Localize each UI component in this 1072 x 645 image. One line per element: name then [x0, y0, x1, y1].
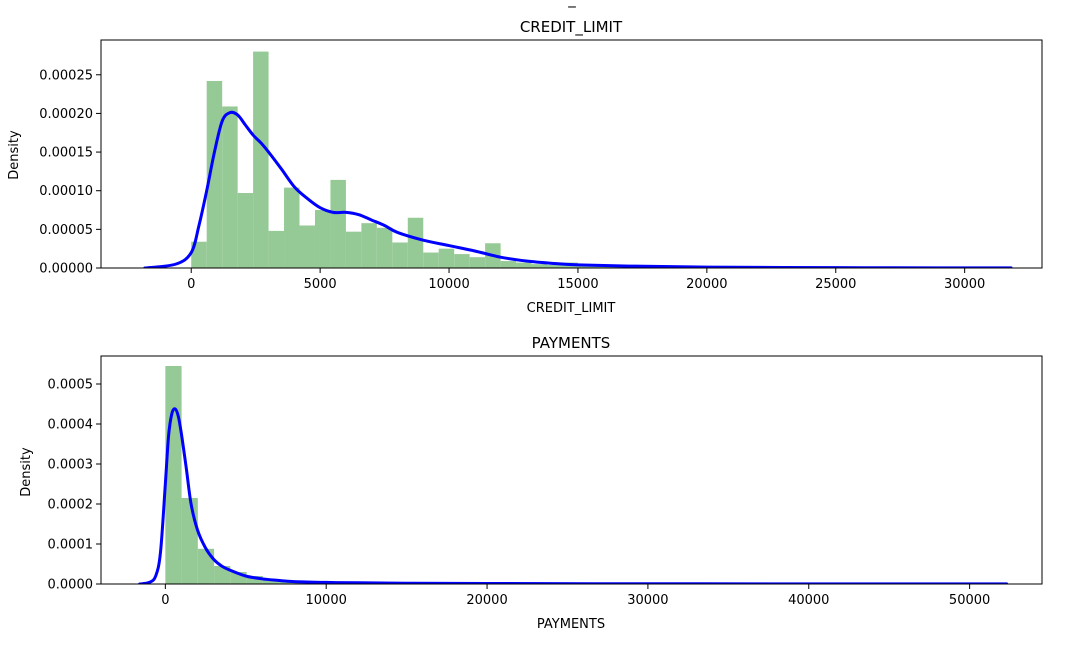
credit-limit-axes-frame	[100, 39, 1043, 269]
payments-y-tick-label: 0.0005	[48, 378, 94, 393]
payments-y-tick-label: 0.0003	[48, 458, 94, 473]
credit-limit-x-tick-label: 25000	[815, 277, 856, 292]
credit-limit-hist-bar	[516, 262, 532, 268]
payments-y-tick-label: 0.0001	[48, 538, 94, 553]
credit-limit-x-tick-label: 10000	[428, 277, 469, 292]
payments-y-tick-label: 0.0004	[48, 418, 94, 433]
payments-x-tick-label: 0	[161, 593, 169, 608]
payments-hist-bar	[246, 576, 263, 584]
credit-limit-hist-bar	[222, 106, 238, 268]
credit-limit-x-tick-label: 20000	[686, 277, 727, 292]
credit-limit-hist-bar	[237, 193, 254, 268]
credit-limit-hist-bar	[438, 248, 455, 268]
credit-limit-hist-bar	[345, 231, 362, 268]
credit-limit-x-tick-label: 0	[187, 277, 195, 292]
payments-hist-bar	[197, 548, 215, 584]
payments-plot: PAYMENTS PAYMENTS Density 0 10000 20000 300…	[19, 334, 1043, 632]
credit-limit-hist-bar	[392, 242, 408, 268]
credit-limit-hist-bar	[407, 217, 424, 268]
credit-limit-y-tick-label: 0.00020	[39, 107, 93, 122]
credit-limit-x-axis-label: CREDIT_LIMIT	[527, 301, 616, 316]
credit-limit-hist-bar	[500, 261, 517, 268]
payments-kde-line	[138, 407, 1009, 584]
payments-plot-title: PAYMENTS	[532, 334, 611, 352]
payments-x-tick-label: 30000	[627, 593, 668, 608]
credit-limit-y-tick-label: 0.00010	[39, 184, 93, 199]
credit-limit-y-tick-label: 0.00015	[39, 146, 93, 161]
payments-hist-bar	[165, 366, 182, 584]
credit-limit-hist-bar	[361, 223, 377, 268]
figure-top-title-fragment: _	[567, 0, 576, 9]
credit-limit-x-tick-label: 30000	[944, 277, 985, 292]
credit-limit-hist-bar	[268, 230, 285, 268]
payments-y-tick-label: 0.0002	[48, 498, 94, 513]
credit-limit-kde-line	[143, 110, 1013, 268]
credit-limit-y-tick-label: 0.00005	[39, 223, 93, 238]
credit-limit-y-tick-label: 0.00000	[39, 262, 93, 277]
payments-x-tick-label: 40000	[788, 593, 829, 608]
credit-limit-hist-bar	[330, 179, 346, 268]
credit-limit-hist-bar	[531, 264, 548, 268]
credit-limit-hist-bar	[423, 252, 439, 268]
credit-limit-hist-bar	[299, 225, 315, 268]
credit-limit-hist-bar	[284, 187, 300, 268]
payments-x-axis-label: PAYMENTS	[537, 617, 605, 632]
credit-limit-hist-bar	[577, 265, 594, 268]
payments-axes-frame	[100, 355, 1043, 585]
payments-x-tick-label: 10000	[306, 593, 347, 608]
credit-limit-hist-bar	[547, 264, 563, 268]
credit-limit-hist-bar	[314, 210, 331, 268]
payments-hist-bar	[262, 579, 280, 584]
credit-limit-hist-bar	[191, 241, 207, 268]
credit-limit-x-tick-label: 5000	[304, 277, 337, 292]
credit-limit-hist-bar	[376, 227, 393, 268]
credit-limit-plot: CREDIT_LIMIT CREDIT_LIMIT Density 0 5000 1…	[7, 18, 1043, 316]
payments-y-axis-label: Density	[19, 447, 34, 497]
credit-limit-hist-bar	[469, 257, 486, 268]
credit-limit-x-tick-label: 15000	[557, 277, 598, 292]
credit-limit-plot-title: CREDIT_LIMIT	[520, 18, 623, 37]
payments-hist-bar	[181, 498, 198, 584]
credit-limit-hist-bar	[206, 80, 223, 268]
payments-x-tick-label: 20000	[466, 593, 507, 608]
payments-hist-bar	[214, 566, 231, 584]
credit-limit-y-tick-label: 0.00025	[39, 68, 93, 83]
payments-marks	[138, 366, 1009, 584]
credit-limit-hist-bar	[454, 254, 470, 268]
credit-limit-hist-bar	[253, 51, 269, 268]
credit-limit-y-axis-label: Density	[7, 130, 22, 180]
payments-y-tick-label: 0.0000	[48, 578, 94, 593]
credit-limit-marks	[143, 51, 1013, 268]
payments-x-tick-label: 50000	[949, 593, 990, 608]
